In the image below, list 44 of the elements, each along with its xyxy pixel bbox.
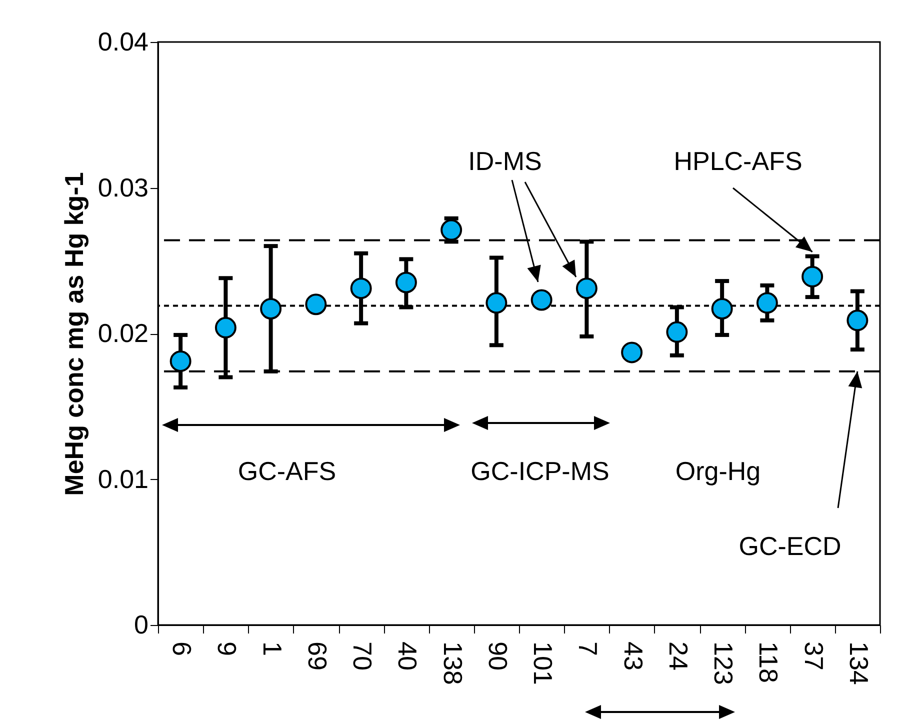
x-tick-label: 138 xyxy=(438,642,468,685)
y-tick-label: 0.01 xyxy=(98,464,148,494)
annotation: HPLC-AFS xyxy=(674,146,802,176)
x-tick-label: 40 xyxy=(392,642,423,670)
x-tick-label: 6 xyxy=(167,642,198,656)
point xyxy=(846,310,868,332)
annotation: GC-AFS xyxy=(238,456,336,486)
point xyxy=(260,298,282,320)
x-tick-label: 9 xyxy=(212,642,242,656)
x-tick-label: 90 xyxy=(482,642,513,670)
y-tick-label: 0.03 xyxy=(98,172,148,202)
point xyxy=(214,316,236,338)
x-tick-label: 123 xyxy=(708,642,739,685)
point xyxy=(486,292,508,314)
annotation: GC-ICP-MS xyxy=(470,456,610,486)
annotation: Org-Hg xyxy=(675,456,761,486)
x-tick-label: 118 xyxy=(754,642,784,683)
y-axis-title: MeHg conc mg as Hg kg-1 xyxy=(58,172,89,496)
y-tick-label: 0.04 xyxy=(98,26,148,56)
y-tick-label: 0.02 xyxy=(98,318,148,348)
point xyxy=(666,321,688,343)
point xyxy=(170,350,192,372)
x-tick-label: 1 xyxy=(257,642,288,656)
point xyxy=(576,278,598,300)
point xyxy=(440,219,462,241)
x-tick-label: 24 xyxy=(663,642,694,670)
x-tick-label: 7 xyxy=(573,642,604,656)
point xyxy=(711,298,733,320)
x-tick-label: 43 xyxy=(618,642,648,670)
annotation: GC-ECD xyxy=(738,531,842,561)
point xyxy=(621,342,643,364)
annotation: ID-MS xyxy=(468,146,542,176)
x-tick-label: 70 xyxy=(348,642,378,670)
point xyxy=(802,266,824,288)
point xyxy=(350,278,372,300)
x-tick-label: 101 xyxy=(528,642,558,685)
x-tick-label: 37 xyxy=(798,642,829,670)
point xyxy=(756,292,778,314)
point xyxy=(305,294,327,316)
x-tick-label: 134 xyxy=(844,642,874,685)
point xyxy=(395,272,417,294)
x-tick-label: 69 xyxy=(302,642,332,670)
point xyxy=(530,289,552,311)
y-tick-label: 0 xyxy=(134,610,148,640)
